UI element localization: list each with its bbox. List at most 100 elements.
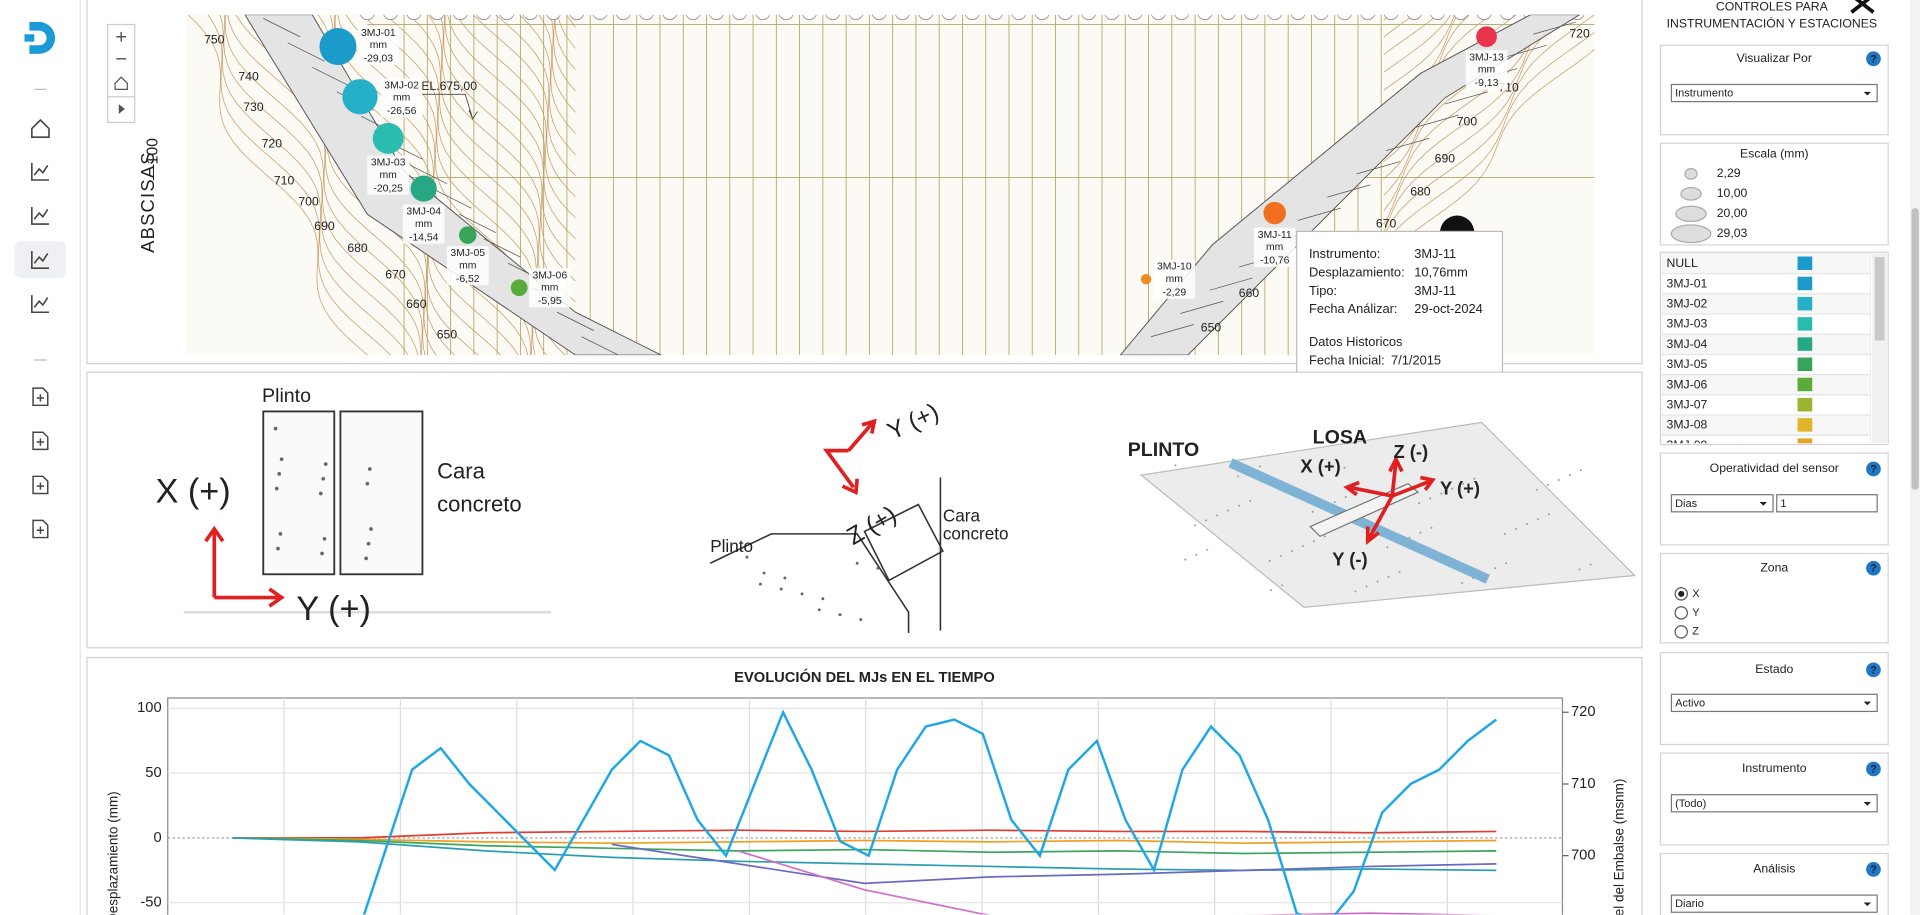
concrete-outline: [863, 477, 944, 631]
station-marker: [499, 14, 515, 20]
help-icon-text: ?: [1870, 53, 1877, 65]
station-marker: [1476, 14, 1492, 20]
contour-label: 650: [437, 328, 458, 342]
help-icon[interactable]: [1866, 761, 1881, 777]
station-marker: [360, 14, 375, 20]
aggregate: [1268, 559, 1271, 562]
dropdown[interactable]: [1670, 693, 1878, 713]
aggregate: [1290, 550, 1293, 553]
y-tick-label: 100: [137, 700, 162, 716]
zoom-home[interactable]: [114, 76, 128, 91]
tooltip-key: Fecha Inicial:: [1309, 353, 1385, 368]
nav-chart[interactable]: [31, 295, 49, 314]
instrument-label-bg: [528, 268, 571, 308]
instrument-label-bg: [380, 78, 423, 118]
help-icon[interactable]: [1866, 862, 1881, 877]
contour-line: [223, 14, 419, 356]
nav-add[interactable]: [32, 475, 49, 495]
instrument-marker[interactable]: [372, 122, 404, 154]
dropdown[interactable]: [1670, 794, 1878, 813]
instrument-marker[interactable]: [1140, 273, 1152, 285]
aggregate: [1279, 554, 1282, 557]
help-icon[interactable]: [1866, 461, 1881, 477]
scale-label: 2,29: [1717, 166, 1741, 180]
contour-label: 670: [385, 268, 406, 282]
help-icon[interactable]: [1866, 560, 1881, 576]
dam-joint: [1180, 300, 1224, 314]
instrument-name: 3MJ-05: [450, 248, 485, 259]
chart-panel: [86, 656, 1643, 915]
instrument-marker[interactable]: [342, 79, 378, 115]
contour-label: 730: [243, 100, 264, 114]
radio[interactable]: [1674, 606, 1688, 620]
aggregate: [1249, 499, 1252, 502]
station-marker: [964, 14, 980, 20]
aggregate: [1440, 492, 1443, 495]
dropdown[interactable]: [1670, 494, 1774, 513]
aggregate: [1194, 524, 1197, 527]
nav-add[interactable]: [32, 431, 49, 451]
aggregate: [1546, 483, 1549, 486]
station-marker: [685, 14, 701, 20]
number-input[interactable]: [1776, 494, 1878, 513]
dropdown[interactable]: [1670, 83, 1878, 103]
instrument-marker[interactable]: [459, 226, 477, 244]
station-marker: [662, 14, 678, 20]
legend-scroll-thumb[interactable]: [1874, 257, 1885, 341]
diagram-label: Plinto: [262, 385, 311, 407]
dam-joint: [556, 311, 595, 331]
dropdown-value: Diario: [1675, 898, 1704, 910]
aggregate: [1333, 501, 1336, 504]
dropdown[interactable]: [1670, 894, 1878, 913]
aggregate: [278, 532, 283, 536]
zoom-expand[interactable]: [118, 104, 125, 114]
radio[interactable]: [1674, 625, 1688, 639]
instrument-name: 3MJ-03: [371, 158, 406, 169]
scrollbar-thumb[interactable]: [1911, 208, 1919, 490]
series-line: [737, 850, 1491, 915]
map: EL.675,007507407307207107006906806706606…: [186, 14, 1595, 356]
legend-row: [1661, 434, 1872, 444]
instrument-marker[interactable]: [1476, 26, 1497, 48]
contour-label: 680: [1410, 184, 1431, 198]
legend-swatch: [1797, 337, 1813, 351]
dam-joint: [1327, 184, 1371, 198]
instrument-unit: mm: [380, 170, 397, 181]
aggregate: [366, 541, 371, 546]
aggregate: [855, 561, 859, 565]
aggregate: [365, 481, 370, 486]
instrument-marker[interactable]: [410, 175, 437, 202]
diagram-label: concreto: [943, 524, 1009, 544]
aggregate: [1195, 553, 1198, 556]
help-icon[interactable]: [1866, 662, 1881, 678]
legend-swatch: [1797, 317, 1813, 331]
instrument-marker[interactable]: [319, 28, 357, 66]
contour-label: 750: [204, 33, 225, 47]
zoom-in[interactable]: [116, 31, 127, 42]
scale-symbol: [1684, 168, 1698, 180]
nav-active-bg: [14, 241, 67, 278]
aggregate: [1429, 497, 1432, 500]
nav-chart[interactable]: [31, 251, 49, 269]
series-line: [232, 829, 1497, 839]
instrument-marker[interactable]: [1263, 201, 1286, 225]
close-button[interactable]: [1850, 0, 1875, 14]
aggregate: [274, 486, 279, 491]
aggregate: [1503, 532, 1506, 535]
aggregate: [367, 467, 372, 471]
help-icon[interactable]: [1866, 51, 1881, 67]
legend-swatch: [1797, 418, 1813, 432]
aggregate: [1451, 487, 1454, 490]
nav-chart[interactable]: [31, 162, 49, 181]
tooltip-key: Desplazamiento:: [1309, 264, 1405, 279]
station-marker: [429, 14, 445, 20]
instrument-marker[interactable]: [510, 279, 528, 297]
nav-add[interactable]: [32, 519, 49, 539]
nav-home[interactable]: [31, 118, 50, 138]
aggregate: [876, 566, 880, 570]
nav-chart[interactable]: [31, 206, 49, 225]
dam-face: [1119, 14, 1581, 356]
aggregate: [1365, 585, 1368, 588]
nav-add[interactable]: [32, 387, 49, 407]
